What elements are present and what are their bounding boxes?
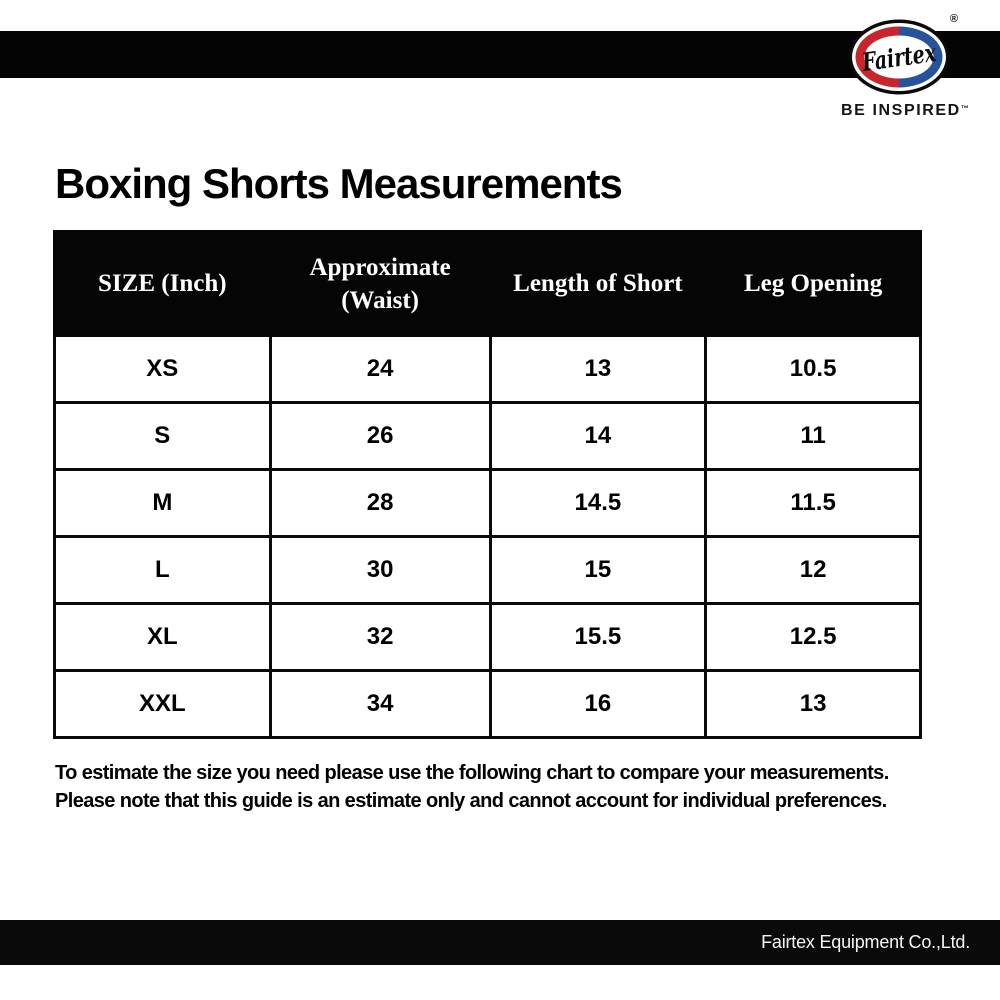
fairtex-logo-oval: Fairtex ® xyxy=(848,13,958,95)
page-title: Boxing Shorts Measurements xyxy=(55,160,623,207)
cell-size: S xyxy=(53,401,272,471)
cell-leg-opening: 12.5 xyxy=(704,602,922,672)
top-banner-bar xyxy=(0,31,1000,78)
trademark-symbol: ™ xyxy=(960,104,969,113)
brand-tagline: BE INSPIRED™ xyxy=(841,102,969,120)
cell-size: M xyxy=(53,468,272,538)
size-measurements-table: SIZE (Inch) Approximate (Waist) Length o… xyxy=(53,230,922,739)
sizing-note: To estimate the size you need please use… xyxy=(55,759,889,815)
cell-size: XS xyxy=(53,334,272,404)
fairtex-logo-icon: Fairtex xyxy=(848,19,950,95)
cell-waist: 34 xyxy=(268,669,492,739)
brand-tagline-text: BE INSPIRED xyxy=(841,102,961,119)
header-approximate-waist: Approximate (Waist) xyxy=(268,230,492,337)
cell-length: 14.5 xyxy=(488,468,708,538)
cell-length: 13 xyxy=(488,334,708,404)
header-leg-opening: Leg Opening xyxy=(704,230,922,337)
cell-length: 16 xyxy=(488,669,708,739)
sizing-note-line: To estimate the size you need please use… xyxy=(55,762,889,784)
table-row: L 30 15 12 xyxy=(53,535,922,605)
table-row: XXL 34 16 13 xyxy=(53,669,922,739)
header-length-of-short: Length of Short xyxy=(488,230,708,337)
table-row: S 26 14 11 xyxy=(53,401,922,471)
header-size: SIZE (Inch) xyxy=(53,230,272,337)
fairtex-logo: Fairtex ® BE INSPIRED™ xyxy=(841,13,969,120)
bottom-banner-bar: Fairtex Equipment Co.,Ltd. xyxy=(0,920,1000,965)
cell-waist: 28 xyxy=(268,468,492,538)
cell-leg-opening: 10.5 xyxy=(704,334,922,404)
registered-trademark-symbol: ® xyxy=(949,13,958,25)
cell-length: 15 xyxy=(488,535,708,605)
table-row: XL 32 15.5 12.5 xyxy=(53,602,922,672)
cell-waist: 24 xyxy=(268,334,492,404)
cell-size: XL xyxy=(53,602,272,672)
cell-waist: 26 xyxy=(268,401,492,471)
sizing-note-line: Please note that this guide is an estima… xyxy=(55,790,887,812)
cell-length: 14 xyxy=(488,401,708,471)
cell-waist: 32 xyxy=(268,602,492,672)
cell-size: L xyxy=(53,535,272,605)
cell-length: 15.5 xyxy=(488,602,708,672)
company-name: Fairtex Equipment Co.,Ltd. xyxy=(761,932,970,952)
cell-waist: 30 xyxy=(268,535,492,605)
cell-leg-opening: 11 xyxy=(704,401,922,471)
table-row: M 28 14.5 11.5 xyxy=(53,468,922,538)
cell-leg-opening: 13 xyxy=(704,669,922,739)
table-header-row: SIZE (Inch) Approximate (Waist) Length o… xyxy=(53,230,922,337)
cell-leg-opening: 12 xyxy=(704,535,922,605)
table-row: XS 24 13 10.5 xyxy=(53,334,922,404)
cell-leg-opening: 11.5 xyxy=(704,468,922,538)
cell-size: XXL xyxy=(53,669,272,739)
